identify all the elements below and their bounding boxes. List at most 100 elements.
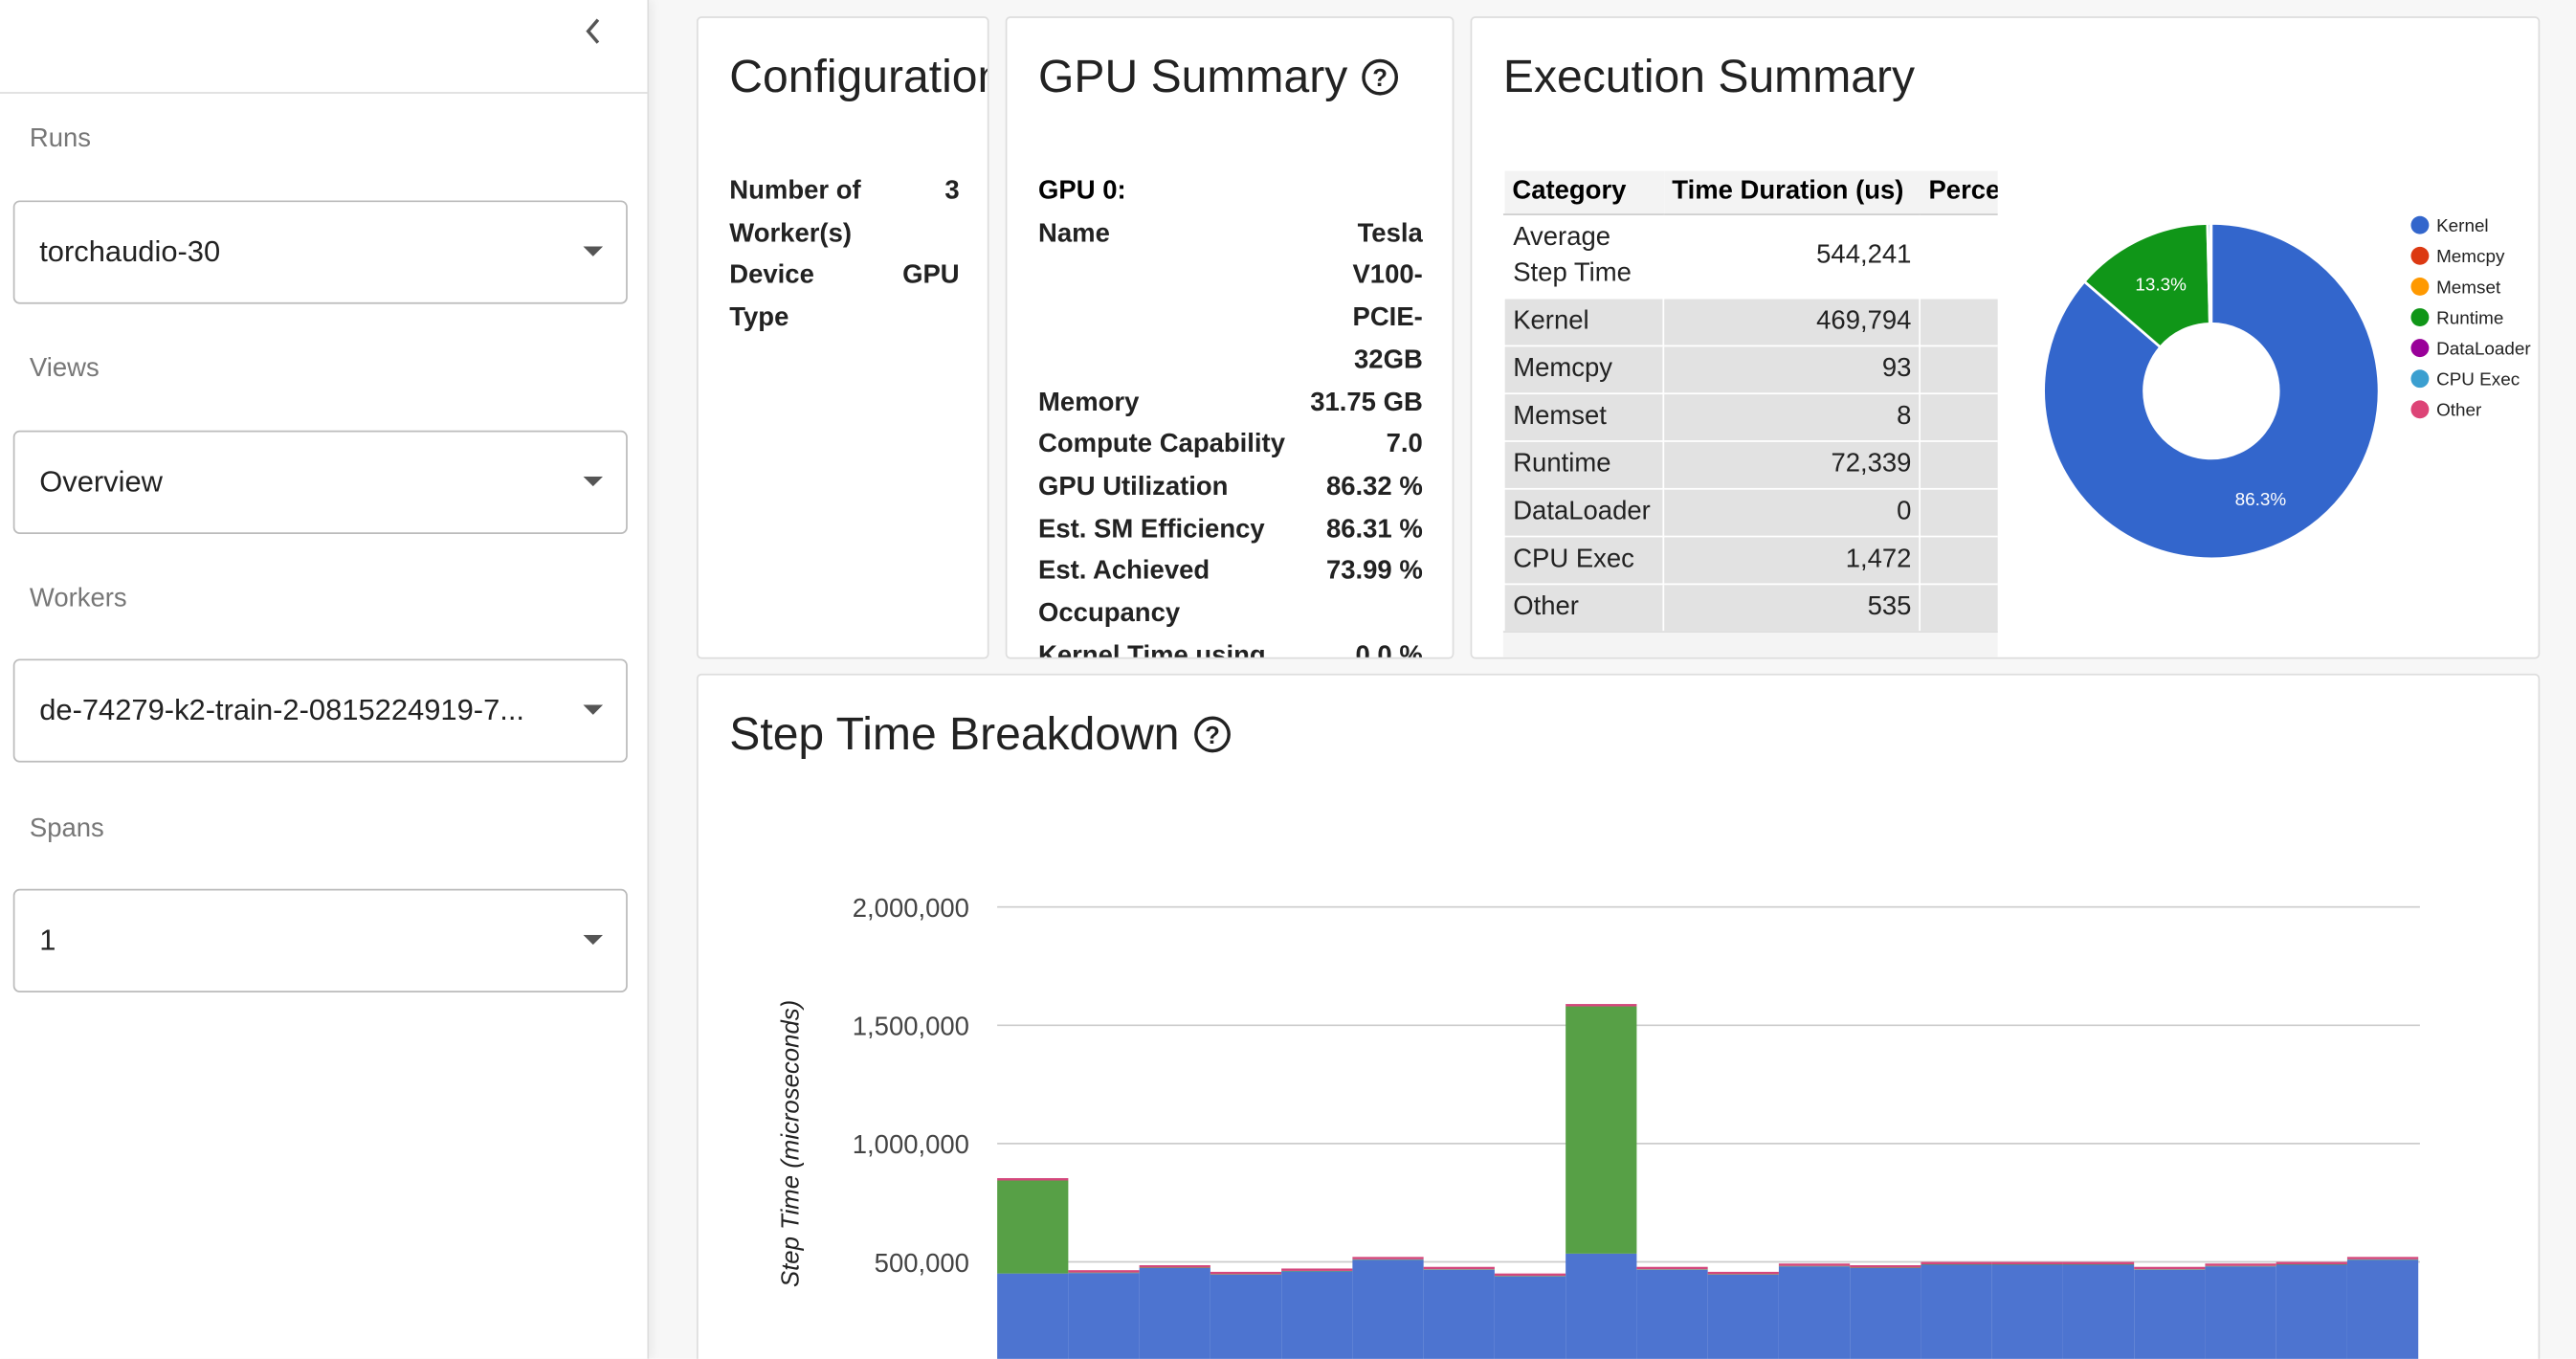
pie-chart: 86.3% 13.3% Kernel Memcpy Memset Runtime DataL… [2042,215,2531,560]
percentage [1920,392,1998,442]
label: Device Type [729,261,814,332]
step-time-card: Step Time Breakdown? 500,000 1,000,000 1,5… [696,673,2541,1359]
runs-select[interactable]: torchaudio-30 [12,200,628,304]
category: CPU Exec [1502,535,1665,586]
legend-label: DataLoader [2436,339,2531,359]
duration: 93 [1662,345,1921,395]
bar-segment [1281,1271,1353,1359]
category: Memcpy [1502,345,1665,395]
row: DataLoader 0 [1502,487,1998,538]
views-label: Views [29,354,100,384]
card-title: Execution Summary [1502,51,1916,102]
card-title-row: GPU Summary? [1038,51,1400,103]
category: Average Step Time [1502,213,1665,300]
sidebar: Runs torchaudio-30 Views Overview Worker… [0,0,650,1359]
slice-label: 13.3% [2135,276,2187,296]
y-tick-label: 500,000 [875,1248,969,1278]
row: Average Step Time 544,241 [1502,213,1998,300]
bar-segment [2134,1269,2206,1359]
help-icon[interactable]: ? [1192,715,1232,754]
row: Kernel Time using Tensor Cores 0.0 % [1038,635,1423,659]
legend-label: CPU Exec [2436,370,2520,390]
spans-select[interactable]: 1 [12,888,628,992]
legend-swatch [2410,246,2430,265]
row: Number of Worker(s) 3 [729,171,959,256]
bar-segment [2205,1266,2276,1359]
bar-segment [2134,1266,2206,1270]
bar-segment [1068,1270,1140,1273]
bar-segment [1921,1261,1992,1265]
column-header: Time Duration (us) [1663,170,1921,215]
value: 31.75 GB [1310,389,1423,417]
label: Est. SM Efficiency [1038,515,1265,544]
workers-label: Workers [29,585,127,613]
bar-segment [1139,1267,1210,1359]
divider [0,92,648,94]
execution-summary-card: Execution Summary Category Time Duration … [1470,16,2541,659]
row: Est. Achieved Occupancy 73.99 % [1038,551,1423,635]
bar-segment [1991,1264,2063,1359]
row: Device Type GPU [729,256,959,340]
y-axis-title: Step Time (microseconds) [777,1000,804,1287]
percentage [1920,583,1998,633]
label: Memory [1038,389,1140,417]
help-icon[interactable]: ? [1361,57,1400,97]
bar-segment [1636,1269,1708,1359]
y-tick-label: 1,500,000 [853,1012,969,1041]
svg-text:?: ? [1205,723,1220,749]
legend-swatch [2410,369,2430,389]
percentage [1920,213,1998,300]
bar-segment [997,1273,1069,1359]
pie-slice [2042,222,2381,560]
bar-segment [1352,1259,1424,1359]
select-value: torchaudio-30 [39,234,221,268]
bar-segment [2346,1259,2419,1359]
workers-select[interactable]: de-74279-k2-train-2-0815224919-7... [12,658,628,763]
bar-segment [1139,1264,1210,1268]
card-title-row: Step Time Breakdown? [729,708,1232,761]
value: 7.0 [1386,431,1423,459]
legend-swatch [2410,400,2430,419]
percentage [1920,535,1998,586]
collapse-button[interactable] [582,16,605,46]
bar-segment [1850,1267,1921,1359]
duration: 72,339 [1662,440,1921,490]
legend-swatch [2410,339,2430,358]
bar-segment [1281,1268,1353,1271]
bar-segment [1423,1269,1495,1359]
row: Compute Capability 7.0 [1038,424,1423,466]
scrollbar[interactable] [1502,631,1998,657]
card-title: Configuration [729,51,989,102]
gpu-summary-card: GPU Summary? GPU 0: Name Tesla V100-PCIE-… [1005,16,1455,659]
gpu-name: GPU 0: [1038,177,1126,206]
legend-label: Other [2436,401,2481,421]
label: Kernel Time using Tensor Cores [1038,641,1266,659]
category: Memset [1502,392,1665,442]
bar-segment [1494,1276,1566,1359]
configuration-card: Configuration Number of Worker(s) 3 Device… [696,16,989,659]
bar-segment [997,1180,1069,1274]
svg-text:?: ? [1373,65,1388,92]
bar-chart: 500,000 1,000,000 1,500,000 2,000,000 Step T… [777,893,2420,1359]
bar-segment [1494,1273,1566,1277]
legend-swatch [2410,215,2430,234]
row: Memcpy 93 [1502,345,1998,395]
column-header: Category [1503,170,1664,215]
bar-segment [2062,1264,2135,1359]
legend-swatch [2410,277,2430,296]
value: 73.99 % [1325,557,1423,586]
y-tick-label: 1,000,000 [853,1129,969,1159]
bar-segment [2205,1263,2276,1266]
duration: 0 [1662,487,1921,538]
category: DataLoader [1502,487,1665,538]
views-select[interactable]: Overview [12,430,628,534]
select-value: de-74279-k2-train-2-0815224919-7... [39,693,525,726]
row: Runtime 72,339 [1502,440,1998,490]
percentage [1920,440,1998,490]
bar-segment [1566,1006,1637,1254]
label: Est. Achieved Occupancy [1038,557,1210,628]
select-value: Overview [39,464,163,499]
bar-segment [1423,1266,1495,1270]
bar-segment [2346,1257,2419,1259]
